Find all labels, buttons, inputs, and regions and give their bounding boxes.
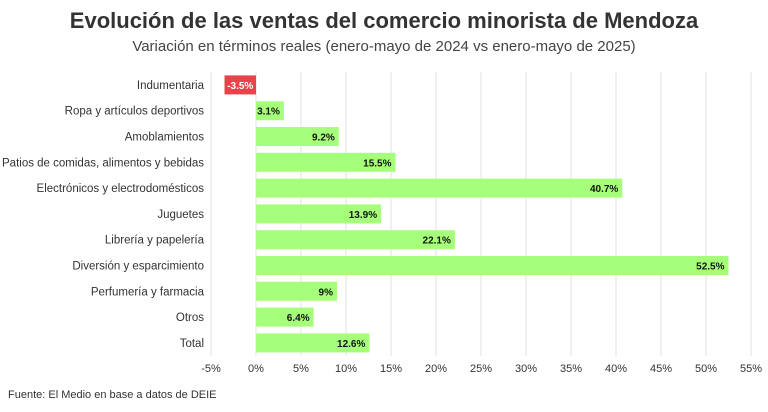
bar: [256, 101, 284, 121]
category-label: Total: [180, 338, 204, 350]
category-label: Otros: [176, 312, 204, 324]
data-label: 13.9%: [349, 210, 377, 221]
category-label: Librería y papelería: [105, 235, 205, 247]
x-tick-label: 55%: [740, 363, 762, 375]
x-tick-label: 30%: [515, 363, 537, 375]
category-label: Ropa y artículos deportivos: [65, 106, 205, 118]
data-label: 3.1%: [257, 107, 280, 118]
data-label: 12.6%: [337, 339, 365, 350]
x-tick-label: 15%: [380, 363, 402, 375]
x-tick-label: -5%: [201, 363, 221, 375]
chart-title: Evolución de las ventas del comercio min…: [69, 8, 699, 33]
category-label: Amoblamientos: [125, 132, 205, 144]
bar: [256, 281, 337, 301]
data-label: 9.2%: [312, 133, 335, 144]
x-tick-label: 10%: [335, 363, 357, 375]
source-note: Fuente: El Medio en base a datos de DEIE: [8, 389, 217, 401]
bar: [256, 178, 623, 198]
bar: [256, 152, 396, 172]
data-label: 22.1%: [423, 236, 451, 247]
bar: [224, 75, 256, 95]
x-tick-label: 20%: [425, 363, 447, 375]
x-tick-label: 40%: [605, 363, 627, 375]
x-tick-label: 50%: [695, 363, 717, 375]
data-label: 52.5%: [696, 262, 724, 273]
chart-subtitle: Variación en términos reales (enero-mayo…: [132, 38, 636, 55]
data-label: 9%: [319, 287, 334, 298]
data-label: -3.5%: [227, 81, 253, 92]
x-tick-label: 25%: [470, 363, 492, 375]
data-label: 40.7%: [590, 184, 618, 195]
bar: [256, 204, 382, 224]
data-label: 6.4%: [287, 313, 310, 324]
bar: [256, 127, 339, 146]
category-label: Electrónicos y electrodomésticos: [37, 183, 205, 195]
category-label: Patios de comidas, alimentos y bebidas: [2, 157, 204, 169]
category-label: Indumentaria: [137, 80, 205, 92]
bar: [256, 333, 370, 353]
bar: [256, 230, 455, 250]
x-tick-label: 45%: [650, 363, 672, 375]
category-label: Diversión y esparcimiento: [72, 261, 204, 273]
bar: [256, 256, 729, 275]
category-label: Juguetes: [157, 209, 204, 221]
bar: [256, 307, 314, 327]
x-tick-label: 5%: [293, 363, 309, 375]
x-tick-label: 0%: [248, 363, 264, 375]
data-label: 15.5%: [363, 158, 391, 169]
x-tick-label: 35%: [560, 363, 582, 375]
category-label: Perfumería y farmacia: [91, 286, 205, 298]
